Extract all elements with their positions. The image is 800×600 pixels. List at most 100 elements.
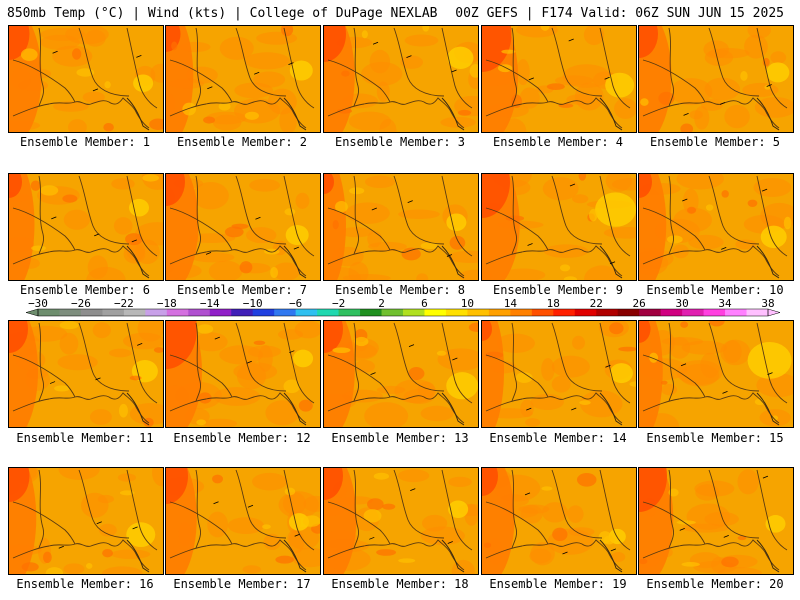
ensemble-member-panel: [8, 25, 164, 133]
colorbar-tick-label: −22: [114, 297, 134, 310]
temperature-map: [324, 468, 478, 574]
colorbar-max-arrow: [767, 308, 781, 317]
colorbar-swatch: [725, 309, 748, 316]
ensemble-member-label: Ensemble Member: 11: [16, 431, 154, 445]
ensemble-member-panel: [638, 25, 794, 133]
ensemble-member-label: Ensemble Member: 18: [331, 577, 469, 591]
temperature-map: [9, 26, 163, 132]
ensemble-member-panel: [481, 320, 637, 428]
colorbar-swatch: [274, 309, 297, 316]
temperature-map: [639, 26, 793, 132]
ensemble-member-label: Ensemble Member: 7: [176, 283, 308, 297]
ensemble-member-panel: [481, 467, 637, 575]
colorbar-swatch: [488, 309, 511, 316]
colorbar-swatch: [510, 309, 533, 316]
colorbar-swatch: [660, 309, 683, 316]
temperature-map: [9, 468, 163, 574]
colorbar-swatch: [102, 309, 125, 316]
ensemble-member-panel: [8, 467, 164, 575]
ensemble-member-panel: [165, 467, 321, 575]
colorbar-tick-label: −18: [157, 297, 177, 310]
ensemble-member-label: Ensemble Member: 6: [19, 283, 151, 297]
colorbar-swatch: [746, 309, 769, 316]
ensemble-member-label: Ensemble Member: 8: [334, 283, 466, 297]
colorbar-swatch: [639, 309, 662, 316]
run-valid-time: 00Z GEFS | F174 Valid: 06Z SUN JUN 15 20…: [455, 6, 784, 21]
colorbar-swatch: [80, 309, 103, 316]
ensemble-member-panel: [481, 173, 637, 281]
ensemble-member-label: Ensemble Member: 10: [646, 283, 784, 297]
colorbar-tick-label: 22: [590, 297, 603, 310]
colorbar-swatch: [467, 309, 490, 316]
colorbar-tick-label: −14: [200, 297, 220, 310]
ensemble-member-panel: [323, 320, 479, 428]
colorbar-swatch: [317, 309, 340, 316]
ensemble-member-panel: [8, 173, 164, 281]
ensemble-member-panel: [323, 467, 479, 575]
colorbar-outline: [37, 308, 769, 317]
temperature-map: [639, 468, 793, 574]
temperature-map: [166, 321, 320, 427]
temperature-map: [324, 321, 478, 427]
ensemble-member-label: Ensemble Member: 4: [492, 135, 624, 149]
colorbar-tick-label: −26: [71, 297, 91, 310]
colorbar-tick-label: 6: [421, 297, 428, 310]
colorbar-tick-label: −30: [28, 297, 48, 310]
colorbar-tick-label: 38: [761, 297, 774, 310]
ensemble-member-label: Ensemble Member: 12: [173, 431, 311, 445]
temperature-colorbar: −30 −26 −22 −18 −14 −10 −6 −2 2 6 10 14 18 22 26 30 34 38…: [25, 297, 781, 317]
temperature-map: [482, 26, 636, 132]
colorbar-swatch: [209, 309, 232, 316]
colorbar-swatch: [59, 309, 82, 316]
temperature-map: [639, 174, 793, 280]
ensemble-member-label: Ensemble Member: 3: [334, 135, 466, 149]
colorbar-swatch: [596, 309, 619, 316]
temperature-map: [324, 174, 478, 280]
temperature-map: [482, 468, 636, 574]
colorbar-swatch: [123, 309, 146, 316]
colorbar-tick-label: 2: [378, 297, 385, 310]
temperature-map: [482, 174, 636, 280]
temperature-map: [166, 26, 320, 132]
ensemble-member-panel: [323, 25, 479, 133]
ensemble-member-label: Ensemble Member: 17: [173, 577, 311, 591]
colorbar-swatch: [338, 309, 361, 316]
ensemble-member-panel: [165, 173, 321, 281]
ensemble-member-label: Ensemble Member: 1: [19, 135, 151, 149]
colorbar-tick-label: 26: [633, 297, 646, 310]
ensemble-member-label: Ensemble Member: 9: [492, 283, 624, 297]
chart-title: 850mb Temp (°C) | Wind (kts) | College o…: [7, 6, 438, 21]
colorbar-tick-label: 30: [675, 297, 688, 310]
temperature-map: [166, 468, 320, 574]
ensemble-member-panel: [638, 320, 794, 428]
colorbar-swatch: [252, 309, 275, 316]
colorbar-swatch: [231, 309, 254, 316]
colorbar-swatch: [682, 309, 705, 316]
colorbar-swatch: [403, 309, 425, 316]
colorbar-tick-label: 18: [547, 297, 560, 310]
ensemble-member-label: Ensemble Member: 13: [331, 431, 469, 445]
colorbar-swatch: [145, 309, 168, 316]
colorbar-min-arrow: [25, 308, 39, 317]
colorbar-tick-label: 10: [461, 297, 474, 310]
ensemble-member-label: Ensemble Member: 5: [649, 135, 781, 149]
ensemble-member-panel: [638, 173, 794, 281]
ensemble-member-panel: [481, 25, 637, 133]
colorbar-swatch: [166, 309, 189, 316]
colorbar-tick-label: −2: [332, 297, 345, 310]
ensemble-member-label: Ensemble Member: 20: [646, 577, 784, 591]
ensemble-member-panel: [165, 25, 321, 133]
colorbar-tick-label: 34: [718, 297, 732, 310]
ensemble-member-panel: [638, 467, 794, 575]
colorbar-swatch: [295, 309, 318, 316]
colorbar-swatch: [38, 309, 60, 316]
colorbar-swatch: [360, 309, 383, 316]
temperature-map: [9, 321, 163, 427]
ensemble-member-panel: [323, 173, 479, 281]
colorbar-tick-label: 14: [504, 297, 518, 310]
temperature-map: [166, 174, 320, 280]
colorbar-swatch: [188, 309, 211, 316]
temperature-map: [482, 321, 636, 427]
ensemble-member-panel: [165, 320, 321, 428]
colorbar-swatch: [574, 309, 597, 316]
